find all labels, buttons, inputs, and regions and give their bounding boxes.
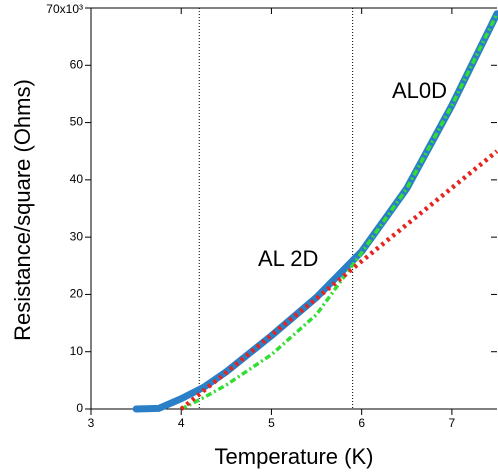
y-tick-label: 60 (70, 57, 84, 71)
series-label: AL 2D (258, 246, 318, 271)
y-axis-label: Resistance/square (Ohms) (10, 79, 35, 341)
x-tick-label: 7 (449, 416, 456, 430)
series-line (179, 149, 498, 411)
series-label: AL0D (392, 78, 447, 103)
x-tick-label: 3 (88, 416, 95, 430)
x-tick-label: 6 (358, 416, 365, 430)
y-tick-label: 0 (76, 401, 83, 415)
x-tick-label: 4 (178, 416, 185, 430)
x-axis-label: Temperature (K) (215, 444, 374, 469)
y-tick-label: 70x10³ (46, 2, 83, 16)
series-line (132, 10, 498, 413)
x-tick-label: 5 (268, 416, 275, 430)
y-tick-label: 20 (70, 287, 84, 301)
y-tick-label: 30 (70, 229, 84, 243)
y-tick-label: 10 (70, 344, 84, 358)
series-line (180, 12, 498, 411)
y-tick-label: 50 (70, 115, 84, 129)
axis-frame (90, 7, 497, 410)
y-tick-label: 40 (70, 172, 84, 186)
